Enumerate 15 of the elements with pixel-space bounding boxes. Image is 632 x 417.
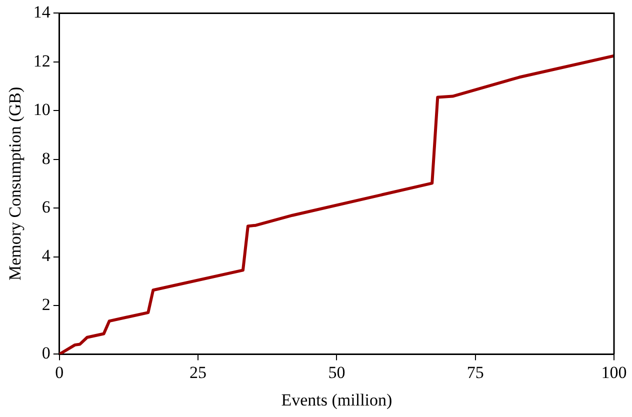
y-tick-label: 12 <box>33 51 50 70</box>
y-tick-label: 0 <box>42 344 50 363</box>
x-tick-label: 100 <box>601 362 627 382</box>
y-tick-label: 2 <box>42 294 50 314</box>
y-tick-label: 4 <box>42 246 51 266</box>
x-tick-label: 75 <box>466 362 484 382</box>
x-tick-label: 50 <box>328 362 346 382</box>
y-tick-label: 8 <box>42 148 50 168</box>
y-tick-label: 10 <box>33 100 50 120</box>
y-axis-title: Memory Consumption (GB) <box>6 86 25 281</box>
x-axis-title: Events (million) <box>281 390 392 410</box>
y-tick-label: 14 <box>33 2 51 22</box>
x-tick-label: 25 <box>190 362 207 382</box>
x-tick-label: 0 <box>55 362 64 382</box>
y-tick-label: 6 <box>42 198 50 217</box>
